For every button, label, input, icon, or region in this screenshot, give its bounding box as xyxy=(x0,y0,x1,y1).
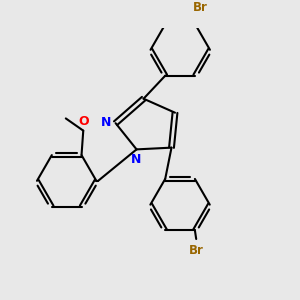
Text: Br: Br xyxy=(193,1,208,14)
Text: O: O xyxy=(78,115,88,128)
Text: Br: Br xyxy=(189,244,204,257)
Text: N: N xyxy=(100,116,111,129)
Text: N: N xyxy=(130,153,141,166)
